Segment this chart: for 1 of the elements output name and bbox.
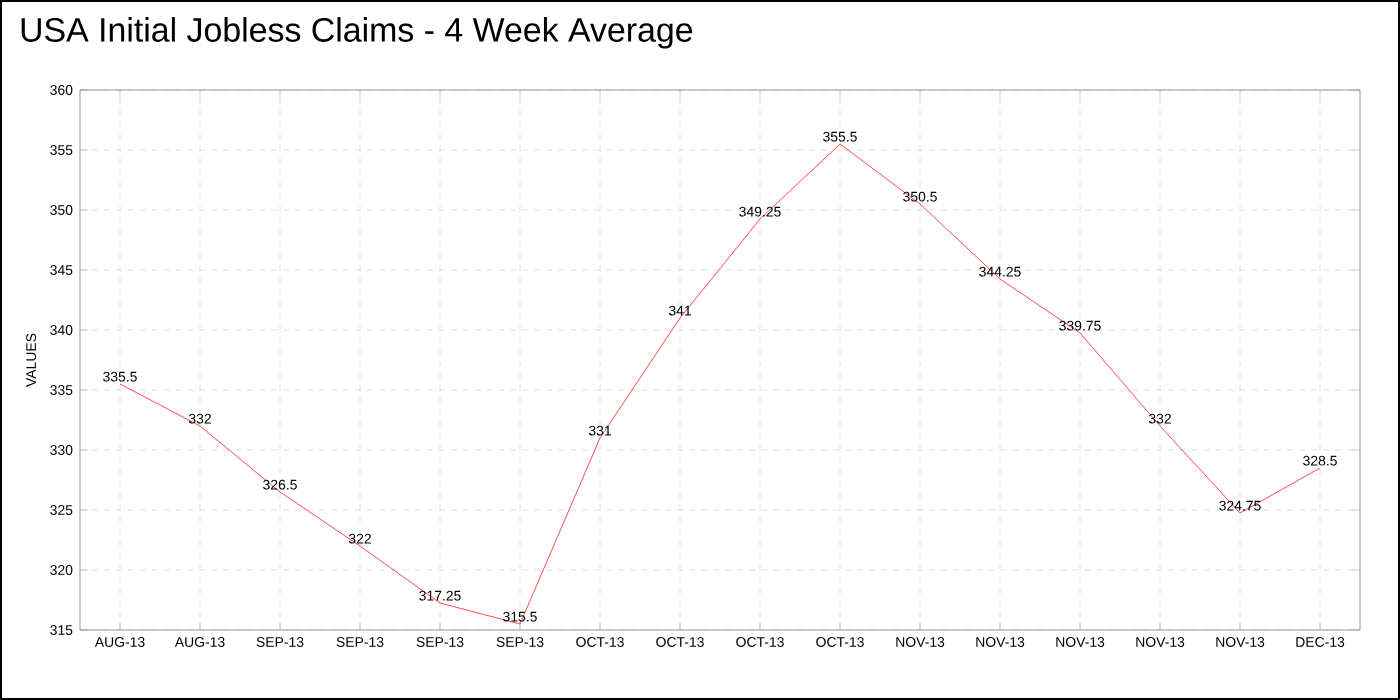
chart-title: USA Initial Jobless Claims - 4 Week Average	[21, 17, 693, 49]
